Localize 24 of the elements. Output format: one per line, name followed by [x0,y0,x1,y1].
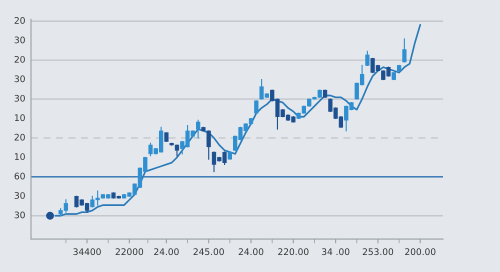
text: 30 [14,36,25,44]
x-tick-label: 245.00 [194,248,224,256]
text: 20 [14,17,25,24]
text: 60 [14,172,25,180]
text: 20 [14,56,25,63]
candlestick [365,50,370,66]
x-tick-label: 34 .00 [322,248,350,256]
text: 30 [14,212,25,218]
text: 10 [14,114,25,122]
text: 30 [14,94,25,102]
text: 30 [14,192,25,199]
text: 30 [14,75,25,82]
candlestick [196,120,200,139]
x-tick-label: 24.00 [238,248,264,256]
x-tick-label: 24.00 [154,248,179,256]
x-tick-label: 22000 [116,248,144,256]
x-tick-label: 200.00 [405,248,436,256]
candlestick [402,38,407,62]
text: 20 [14,134,25,141]
x-tick-label: 253.00 [362,248,394,256]
candlestick [254,100,258,114]
x-tick-label: 220.00 [278,248,309,256]
x-tick-label: 34400 [73,248,101,256]
text: 10 [14,153,25,160]
